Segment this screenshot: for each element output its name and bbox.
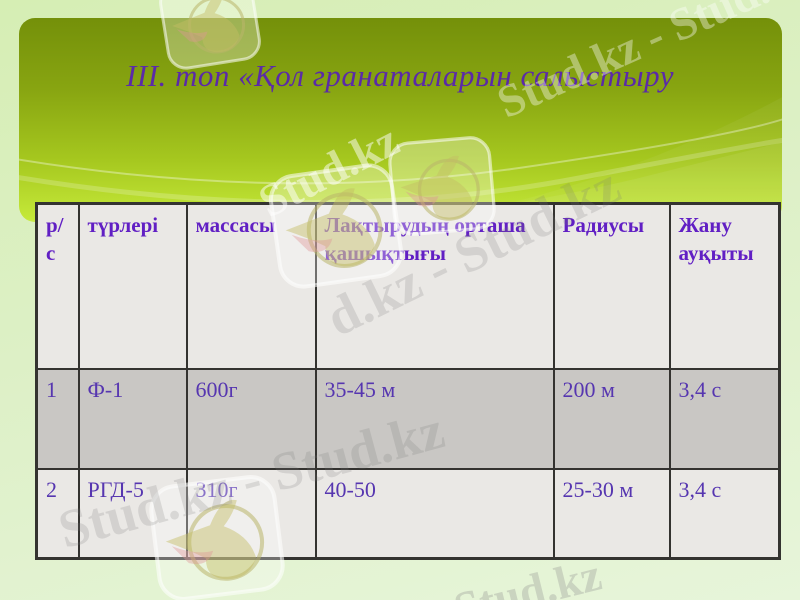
cell-type: Ф-1 — [77, 367, 188, 470]
header-cell-radius: Радиусы — [552, 202, 671, 370]
header-cell-mass: массасы — [185, 202, 317, 370]
header-cell-number: р/с — [35, 202, 80, 370]
cell-type: РГД-5 — [77, 467, 188, 560]
header-cell-burn: Жану ауқыты — [668, 202, 781, 370]
cell-mass: 600г — [185, 367, 317, 470]
header-cell-distance: Лақтырудың орташа қашықтығы — [314, 202, 555, 370]
cell-distance: 40-50 — [314, 467, 555, 560]
cell-mass: 310г — [185, 467, 317, 560]
slide-title: ІІІ. топ «Қол гранаталарын салыстыру — [126, 58, 674, 93]
comparison-table: р/с түрлері массасы Лақтырудың орташа қа… — [35, 202, 781, 560]
table-row: 1 Ф-1 600г 35-45 м 200 м 3,4 с — [35, 367, 781, 470]
cell-distance: 35-45 м — [314, 367, 555, 470]
cell-number: 2 — [35, 467, 80, 560]
cell-number: 1 — [35, 367, 80, 470]
table-header-row: р/с түрлері массасы Лақтырудың орташа қа… — [35, 202, 781, 370]
cell-radius: 25-30 м — [552, 467, 671, 560]
header-panel — [19, 18, 782, 222]
table-row: 2 РГД-5 310г 40-50 25-30 м 3,4 с — [35, 467, 781, 560]
cell-radius: 200 м — [552, 367, 671, 470]
swoosh-decoration — [19, 97, 782, 222]
cell-burn: 3,4 с — [668, 367, 781, 470]
header-cell-type: түрлері — [77, 202, 188, 370]
cell-burn: 3,4 с — [668, 467, 781, 560]
